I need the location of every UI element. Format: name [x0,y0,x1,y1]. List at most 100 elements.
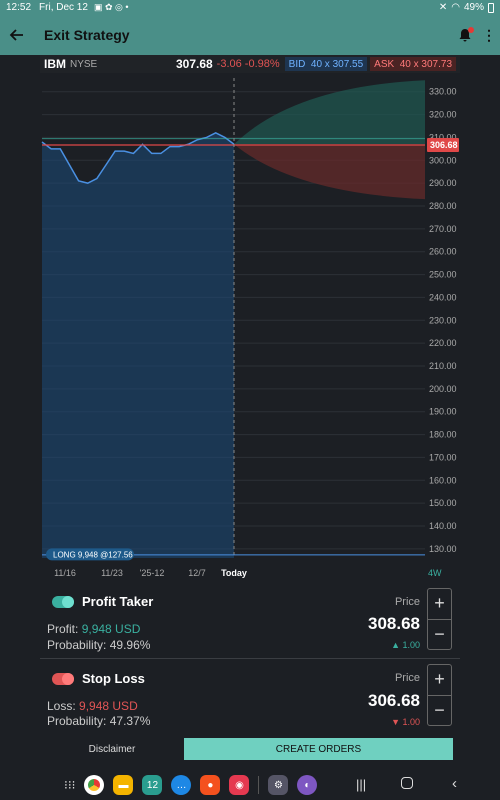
exchange: NYSE [70,58,98,70]
range-selector-label[interactable]: 4W [428,568,442,578]
more-options-button[interactable]: ⋮ [482,28,496,42]
calendar-app[interactable]: 12 [142,775,163,795]
y-tick-label: 210.00 [429,361,457,371]
plus-icon: + [434,669,445,690]
price-change: -3.06 -0.98% [216,58,280,70]
y-tick-label: 240.00 [429,292,457,302]
y-tick-label: 280.00 [429,201,457,211]
recents-button[interactable]: ||| [356,777,366,792]
profit-price-stepper: + − [427,588,452,650]
mute-icon: ✕ [438,2,448,13]
x-tick-label: Today [221,568,247,578]
y-tick-label: 230.00 [429,315,457,325]
y-tick-label: 160.00 [429,475,457,485]
app-drawer-button[interactable]: ⁝⁝⁝ [64,778,75,792]
contacts-app[interactable]: ● [200,775,221,795]
bid-value: 40 x 307.55 [310,58,364,70]
battery-percent: 49% [463,2,484,13]
profit-taker-panel: Profit Taker Profit: 9,948 USD Probabili… [40,588,460,660]
divider [40,658,460,659]
y-tick-label: 320.00 [429,110,457,120]
y-tick-label: 190.00 [429,407,457,417]
wifi-icon: ◠ [451,2,460,13]
ask-label: ASK [374,58,395,70]
loss-label: Loss: [47,699,76,713]
stop-increase-button[interactable]: + [428,665,451,696]
lower-projection [234,144,425,200]
ask-box[interactable]: ASK 40 x 307.73 [370,57,456,71]
upper-projection [234,80,425,145]
stop-decrease-button[interactable]: − [428,696,451,726]
y-tick-label: 330.00 [429,87,457,97]
profit-price[interactable]: 308.68 [368,614,420,633]
profit-delta: ▲ 1.00 [391,640,420,650]
profit-decrease-button[interactable]: − [428,620,451,650]
ask-value: 40 x 307.73 [399,58,452,70]
x-tick-label: '25-12 [140,568,165,578]
price-chart[interactable]: 330.00 320.00 310.00 300.00 290.00 280.00 270.… [40,73,460,583]
chat-icon: … [176,779,187,791]
app-bar: Exit Strategy ⋮ [0,15,500,55]
bid-box[interactable]: BID 40 x 307.55 [284,57,368,71]
stop-loss-panel: Stop Loss Loss: 9,948 USD Probability: 4… [40,664,460,736]
y-tick-label: 300.00 [429,155,457,165]
current-price-label: 306.68 [430,140,458,150]
minus-icon: − [434,699,445,720]
system-nav-bar: ⁝⁝⁝ ▬ 12 … ● ◉ ⚙ ◐ ||| ‹ [0,770,500,800]
stop-loss-title: Stop Loss [82,671,145,686]
status-bar: 12:52 Fri, Dec 12 ▣ ✿ ◎ • ✕ ◠ 49% [0,0,500,15]
chrome-app[interactable] [84,775,105,795]
price-label: Price [394,672,420,684]
browser-app[interactable]: ◐ [297,775,318,795]
messages-app[interactable]: … [171,775,192,795]
chevron-left-icon: ‹ [452,775,457,792]
plus-icon: + [434,593,445,614]
battery-icon [488,2,494,13]
notification-icons: ▣ ✿ ◎ • [93,2,129,12]
y-tick-label: 290.00 [429,178,457,188]
home-button[interactable] [401,777,413,789]
y-tick-label: 310.00 [429,132,457,142]
recents-icon: ||| [356,777,367,792]
chart-svg[interactable]: 330.00 320.00 310.00 300.00 290.00 280.00 270.… [40,73,460,583]
loss-value: 9,948 USD [79,699,138,713]
grid-icon: ⁝⁝⁝ [64,778,76,792]
profit-row: Profit: 9,948 USD [47,622,140,636]
camera-app[interactable]: ◉ [229,775,250,795]
profit-probability-row: Probability: 49.96% [47,638,150,652]
profit-taker-toggle[interactable] [52,595,74,608]
create-orders-button[interactable]: CREATE ORDERS [184,738,453,760]
stop-price[interactable]: 306.68 [368,691,420,710]
gear-icon: ⚙ [273,779,283,791]
calendar-icon: 12 [146,779,159,791]
stop-loss-toggle[interactable] [52,672,74,685]
probability-value: 49.96% [109,638,151,652]
profit-increase-button[interactable]: + [428,589,451,620]
loss-probability-row: Probability: 47.37% [47,714,150,728]
notifications-button[interactable] [458,27,474,42]
person-icon: ● [207,779,214,791]
disclaimer-button[interactable]: Disclaimer [88,743,136,755]
files-app[interactable]: ▬ [113,775,134,795]
probability-label: Probability: [47,638,107,652]
y-tick-label: 250.00 [429,270,457,280]
status-time: 12:52 [6,2,32,13]
nav-back-button[interactable]: ‹ [452,775,457,792]
position-label: LONG 9,948 @127.56 [53,550,133,559]
x-tick-label: 12/7 [188,568,206,578]
quote-bar: IBM NYSE 307.68 -3.06 -0.98% BID 40 x 30… [40,55,460,73]
back-button[interactable] [0,15,34,55]
folder-icon: ▬ [118,779,129,791]
position-badge [46,548,134,561]
notification-badge [468,27,474,33]
y-tick-label: 200.00 [429,384,457,394]
dock-divider [258,776,260,794]
planet-icon: ◐ [304,779,311,791]
profit-taker-title: Profit Taker [82,594,154,609]
price-area [42,132,234,558]
y-tick-label: 130.00 [429,544,457,554]
chrome-icon [88,779,101,791]
stop-delta: ▼ 1.00 [391,717,420,727]
y-tick-label: 270.00 [429,224,457,234]
settings-app[interactable]: ⚙ [268,775,289,795]
